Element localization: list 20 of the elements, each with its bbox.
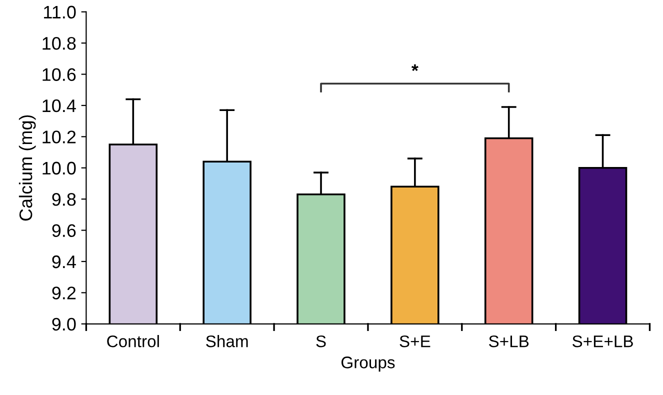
y-tick-label: 9.2	[52, 286, 76, 300]
y-tick-label: 10.0	[42, 162, 76, 175]
y-tick-label: 11.0	[44, 6, 76, 19]
y-tick-label: 9.6	[52, 224, 76, 238]
x-tick-label: S+E	[400, 335, 430, 348]
y-tick-label: 9.8	[52, 193, 76, 206]
x-tick-label: S	[316, 335, 326, 348]
y-axis-title: Calcium (mg)	[18, 115, 36, 221]
y-tick-label: 10.6	[42, 68, 76, 81]
y-tick-label: 10.4	[42, 99, 76, 112]
x-tick-label: S+LB	[488, 335, 529, 348]
y-tick-label: 9.4	[52, 255, 76, 268]
x-tick-label: Sham	[206, 335, 248, 348]
y-tick-label: 10.8	[42, 36, 76, 50]
x-tick-label: Control	[107, 335, 159, 348]
annotation: *	[411, 64, 418, 72]
y-tick-label: 9.0	[52, 318, 76, 331]
x-axis-title: Groups	[341, 356, 395, 372]
y-tick-label: 10.2	[42, 130, 76, 144]
x-tick-label: S+E+LB	[572, 335, 633, 348]
